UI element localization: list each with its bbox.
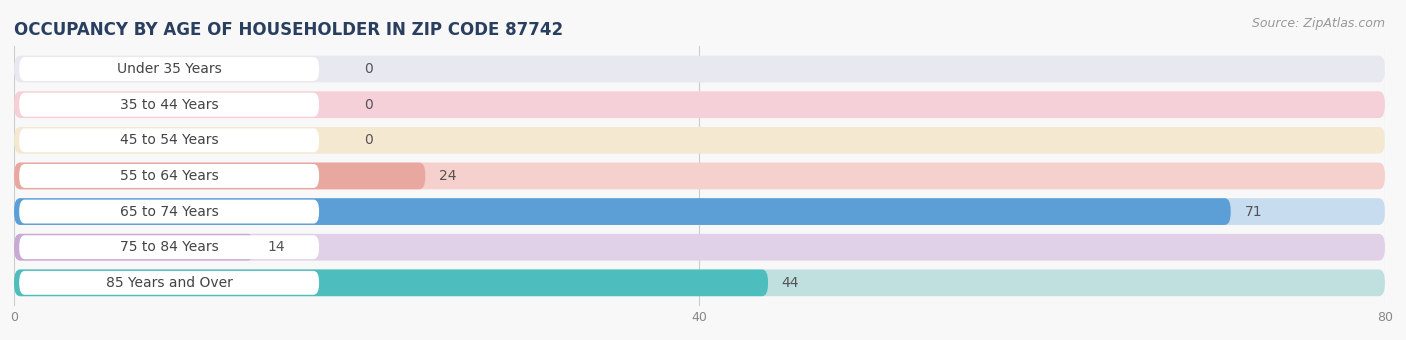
- Text: 44: 44: [782, 276, 799, 290]
- FancyBboxPatch shape: [20, 164, 319, 188]
- FancyBboxPatch shape: [14, 198, 1230, 225]
- Text: 0: 0: [364, 98, 373, 112]
- FancyBboxPatch shape: [14, 56, 1385, 82]
- Text: OCCUPANCY BY AGE OF HOUSEHOLDER IN ZIP CODE 87742: OCCUPANCY BY AGE OF HOUSEHOLDER IN ZIP C…: [14, 21, 564, 39]
- FancyBboxPatch shape: [14, 270, 768, 296]
- FancyBboxPatch shape: [20, 129, 319, 152]
- FancyBboxPatch shape: [14, 127, 1385, 154]
- FancyBboxPatch shape: [14, 163, 1385, 189]
- FancyBboxPatch shape: [14, 91, 1385, 118]
- Text: 14: 14: [267, 240, 285, 254]
- Text: Source: ZipAtlas.com: Source: ZipAtlas.com: [1251, 17, 1385, 30]
- Text: Under 35 Years: Under 35 Years: [117, 62, 222, 76]
- Text: 24: 24: [439, 169, 457, 183]
- Text: 85 Years and Over: 85 Years and Over: [105, 276, 232, 290]
- FancyBboxPatch shape: [14, 234, 1385, 260]
- Text: 35 to 44 Years: 35 to 44 Years: [120, 98, 218, 112]
- FancyBboxPatch shape: [20, 235, 319, 259]
- FancyBboxPatch shape: [20, 200, 319, 223]
- FancyBboxPatch shape: [20, 93, 319, 117]
- Text: 0: 0: [364, 133, 373, 147]
- Text: 55 to 64 Years: 55 to 64 Years: [120, 169, 218, 183]
- FancyBboxPatch shape: [14, 198, 1385, 225]
- FancyBboxPatch shape: [14, 270, 1385, 296]
- Text: 0: 0: [364, 62, 373, 76]
- FancyBboxPatch shape: [20, 57, 319, 81]
- FancyBboxPatch shape: [14, 163, 425, 189]
- Text: 65 to 74 Years: 65 to 74 Years: [120, 205, 218, 219]
- Text: 71: 71: [1244, 205, 1263, 219]
- FancyBboxPatch shape: [14, 234, 254, 260]
- FancyBboxPatch shape: [20, 271, 319, 295]
- Text: 45 to 54 Years: 45 to 54 Years: [120, 133, 218, 147]
- Text: 75 to 84 Years: 75 to 84 Years: [120, 240, 218, 254]
